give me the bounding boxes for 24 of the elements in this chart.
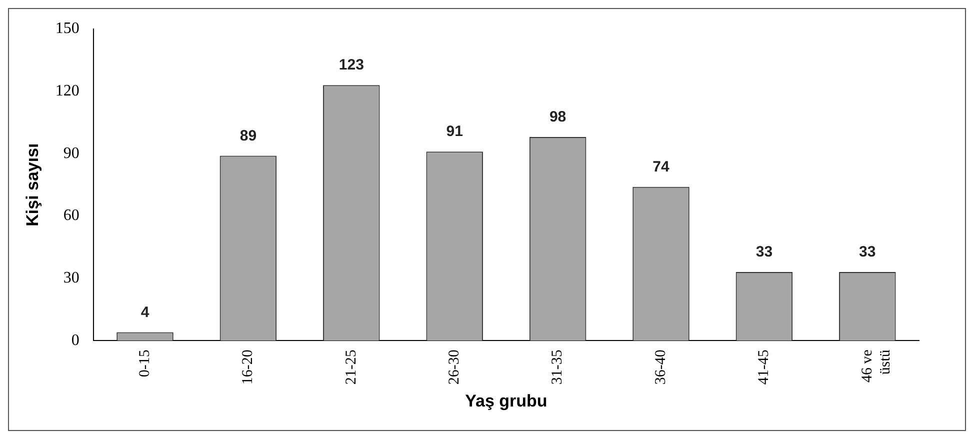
y-axis-title: Kişi sayısı — [22, 143, 42, 226]
x-tick-label: 36-40 — [652, 350, 669, 385]
x-axis-title: Yaş grubu — [465, 391, 548, 410]
y-tick-label: 150 — [55, 20, 80, 38]
y-tick-label: 120 — [55, 82, 80, 100]
y-tick-label: 90 — [63, 144, 80, 162]
data-label: 98 — [549, 108, 566, 126]
data-label: 33 — [859, 244, 876, 261]
x-tick-label: 16-20 — [240, 350, 256, 385]
data-label: 33 — [756, 244, 773, 261]
x-tick-label: 21-25 — [343, 350, 360, 385]
data-label: 123 — [338, 56, 364, 74]
data-label: 91 — [446, 123, 463, 140]
y-tick-label: 60 — [63, 207, 80, 224]
x-tick-label: 41-45 — [756, 350, 772, 385]
x-tick-label: 31-35 — [550, 350, 566, 385]
data-label: 74 — [652, 158, 670, 176]
x-tick-label: 0-15 — [136, 350, 153, 378]
data-label: 89 — [240, 127, 257, 144]
x-tick-label: 46 ve üstü — [859, 349, 894, 383]
y-tick-label: 0 — [71, 332, 80, 349]
data-label: 4 — [140, 304, 150, 321]
x-tick-label: 26-30 — [446, 350, 463, 385]
y-tick-label: 30 — [63, 269, 80, 286]
